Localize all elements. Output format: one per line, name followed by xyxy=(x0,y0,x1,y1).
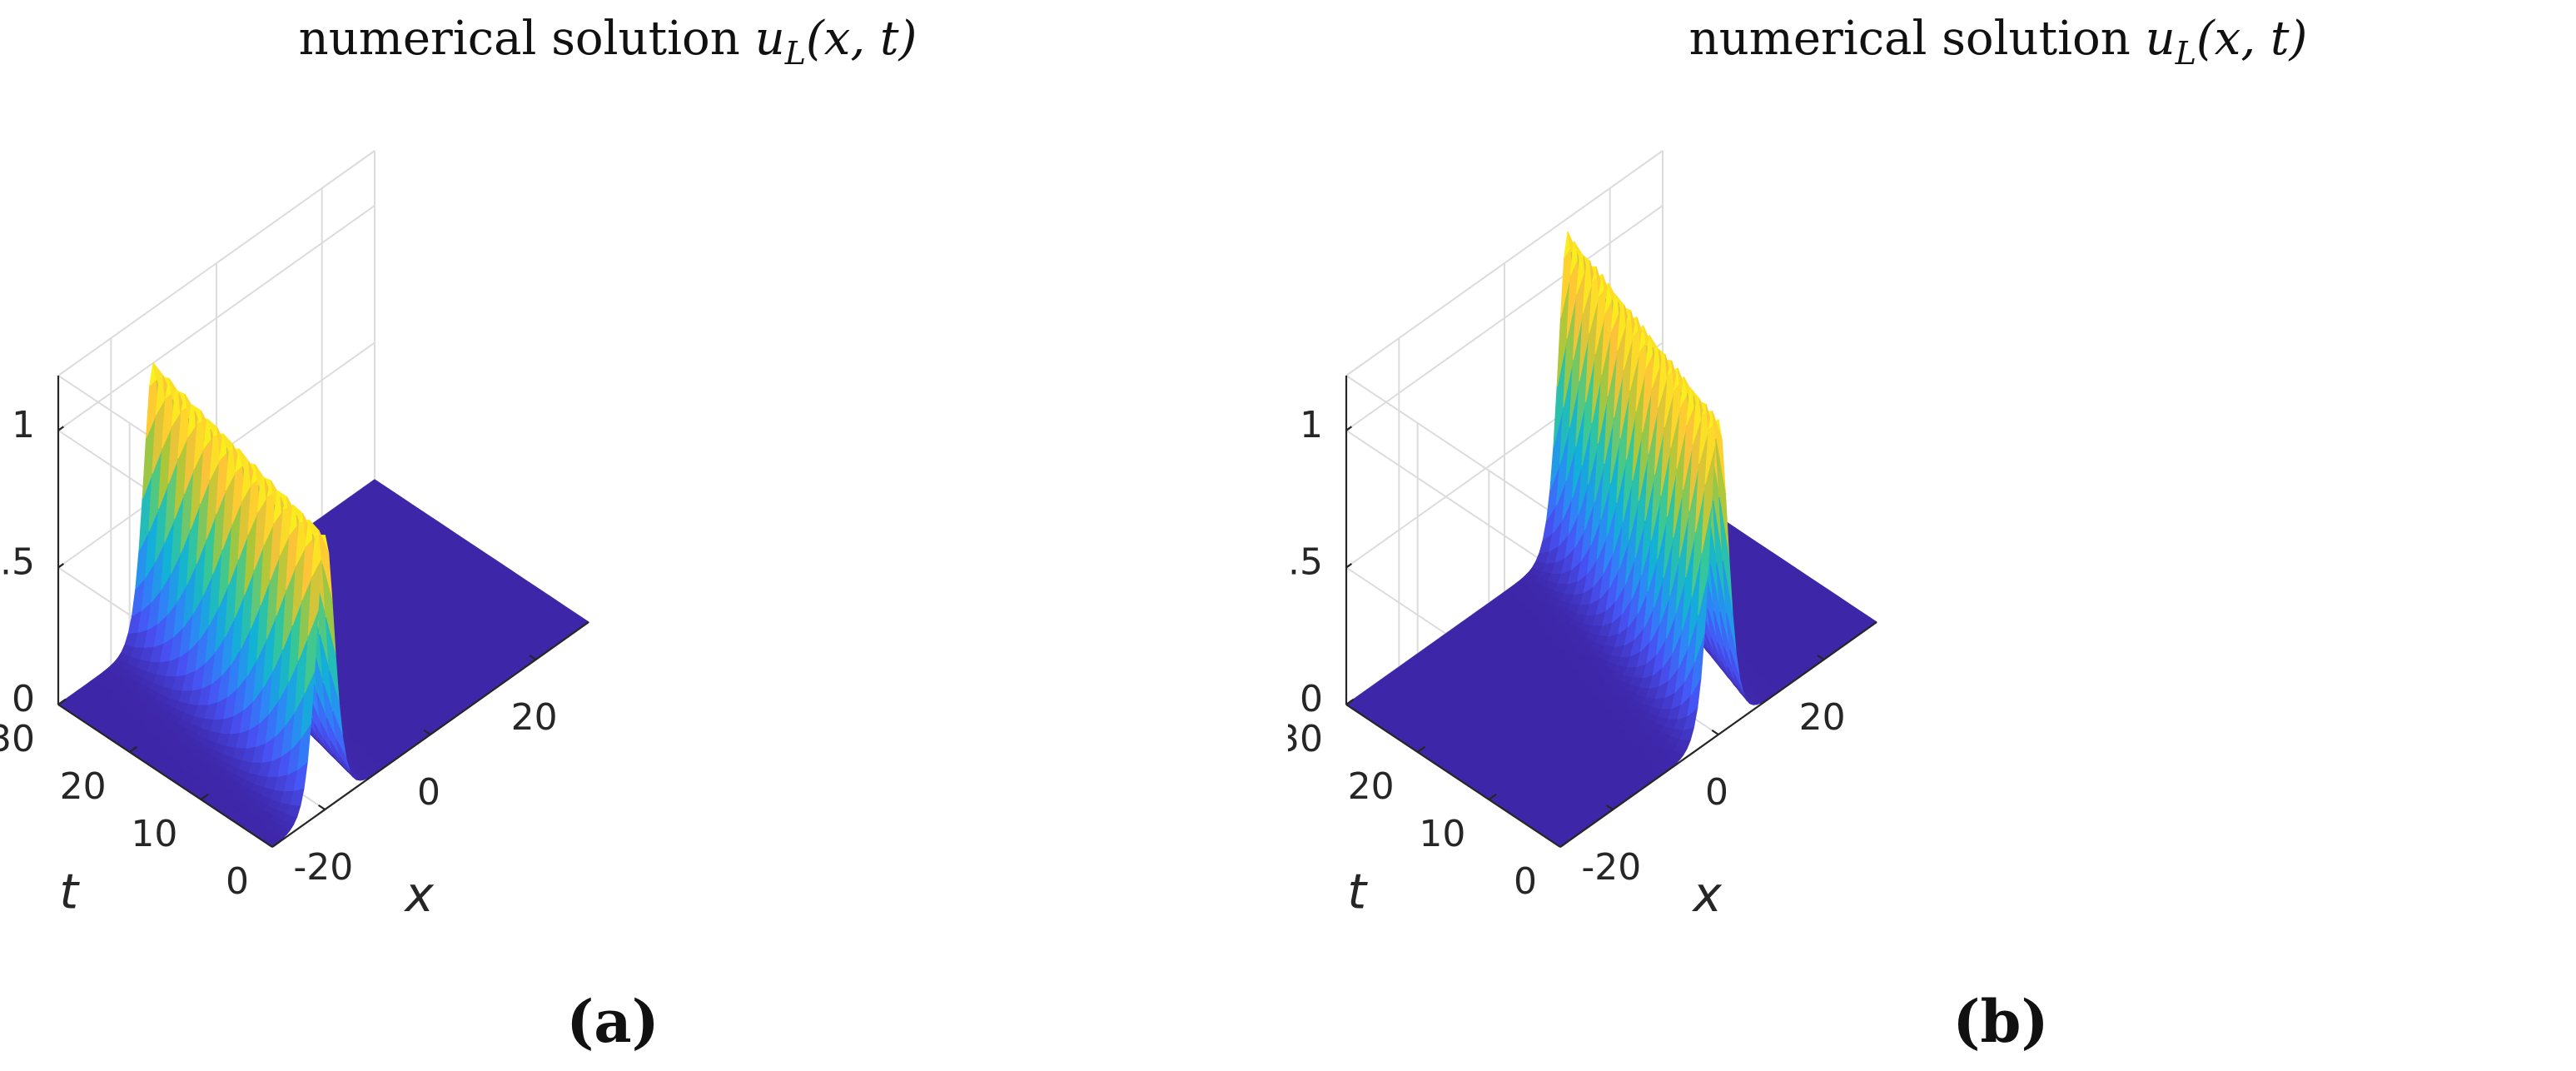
t-tick-label: 20 xyxy=(1348,765,1395,808)
z-tick xyxy=(57,700,64,705)
panel-a-title: numerical solution uL(x, t) xyxy=(298,12,918,72)
x-tick-label: 0 xyxy=(417,771,440,814)
t-axis-line xyxy=(1345,704,1561,848)
x-tick xyxy=(1606,804,1614,810)
grid-line xyxy=(1345,430,1561,574)
x-tick-label: 20 xyxy=(1799,696,1846,739)
t-tick-label: 10 xyxy=(131,813,177,855)
x-tick xyxy=(423,729,431,735)
box-edge xyxy=(1345,150,1663,376)
t-axis-label: t xyxy=(1347,863,1368,919)
box-edge xyxy=(57,150,375,376)
z-tick xyxy=(57,563,64,569)
x-axis-label: x xyxy=(404,866,435,923)
t-tick-label: 30 xyxy=(1288,718,1323,760)
grid-line xyxy=(57,205,375,431)
z-tick-label: 0.5 xyxy=(0,540,35,583)
z-tick xyxy=(1345,700,1352,705)
t-tick-label: 20 xyxy=(60,765,107,808)
x-tick-label: 0 xyxy=(1705,771,1728,814)
panel-b-title: numerical solution uL(x, t) xyxy=(1688,12,2308,72)
t-tick xyxy=(271,840,281,848)
t-axis-label: t xyxy=(59,863,80,919)
x-tick xyxy=(529,654,537,660)
x-tick-label: -20 xyxy=(293,846,353,889)
t-tick-label: 30 xyxy=(0,718,35,760)
panel-b-label: (b) xyxy=(1952,987,2049,1056)
z-tick-label: 1 xyxy=(12,404,35,446)
t-tick xyxy=(200,793,209,800)
t-tick-label: 0 xyxy=(226,860,249,903)
z-tick-label: 0 xyxy=(1300,678,1323,720)
x-tick xyxy=(1711,729,1719,735)
t-tick xyxy=(1488,793,1497,800)
surface xyxy=(57,362,589,848)
x-tick xyxy=(318,804,326,810)
x-tick-label: -20 xyxy=(1581,846,1641,889)
t-tick xyxy=(129,745,138,753)
t-tick xyxy=(1417,745,1426,753)
panel-a-label: (a) xyxy=(566,987,659,1056)
z-tick xyxy=(57,426,64,431)
t-tick xyxy=(1559,840,1569,848)
z-tick xyxy=(1345,563,1352,569)
z-tick-label: 1 xyxy=(1300,404,1323,446)
surface xyxy=(1345,231,1877,848)
x-tick xyxy=(1817,654,1825,660)
z-tick-label: 0 xyxy=(12,678,35,720)
box-edge xyxy=(1345,375,1561,519)
t-axis-line xyxy=(57,704,273,848)
x-tick-label: 20 xyxy=(511,696,558,739)
z-tick xyxy=(1345,426,1352,431)
grid-line xyxy=(1345,205,1663,431)
z-tick-label: 0.5 xyxy=(1288,540,1323,583)
x-axis-label: x xyxy=(1692,866,1723,923)
t-tick-label: 0 xyxy=(1514,860,1537,903)
t-tick-label: 10 xyxy=(1419,813,1465,855)
